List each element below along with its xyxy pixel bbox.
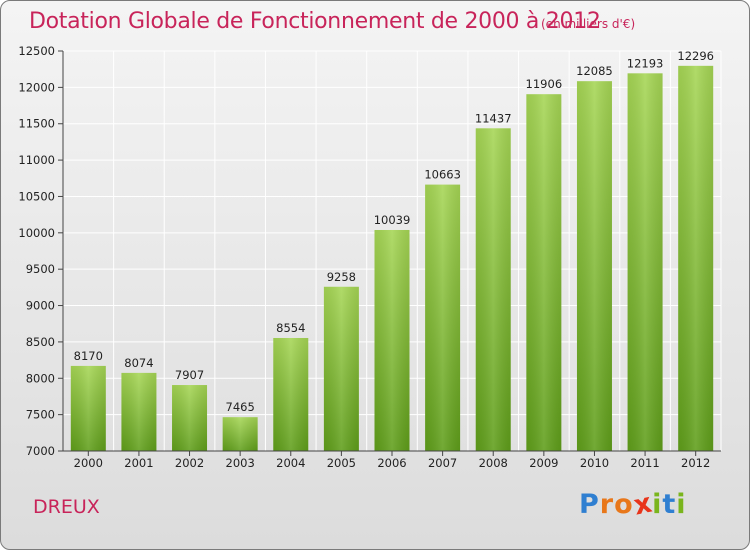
logo-letter: r: [599, 489, 615, 520]
x-tick-label: 2009: [529, 456, 558, 470]
y-tick-label: 8000: [26, 371, 55, 385]
bar-value-label: 7907: [175, 368, 204, 382]
bar-shine: [475, 128, 511, 451]
y-tick-label: 12000: [18, 80, 55, 94]
location-name: DREUX: [33, 496, 100, 518]
labels: 7000 7500 8000 8500 9000 9500 10000 10500 11000 1…: [18, 44, 714, 470]
y-tick-label: 7000: [26, 444, 55, 458]
bar-shine: [526, 94, 562, 451]
chart-subtitle: (en milliers d'€): [541, 17, 636, 31]
bar-shine: [222, 417, 258, 451]
bar-shine: [273, 337, 309, 451]
logo-letter: i: [676, 489, 687, 520]
bar-shine: [678, 65, 714, 451]
bar-shine: [172, 385, 208, 451]
logo-letter: P: [579, 489, 600, 520]
bar-shine: [425, 184, 461, 451]
x-tick-label: 2011: [630, 456, 659, 470]
bar-shine: [374, 229, 410, 451]
y-tick-label: 10500: [18, 189, 55, 203]
x-tick-label: 2007: [428, 456, 457, 470]
bar-shine: [323, 286, 359, 451]
bar-shine: [121, 372, 157, 451]
bar-shine: [627, 73, 663, 451]
chart-title: Dotation Globale de Fonctionnement de 20…: [29, 9, 601, 34]
proxiti-logo[interactable]: Proxiti: [579, 487, 687, 521]
y-tick-label: 11000: [18, 153, 55, 167]
logo-letter: t: [662, 489, 677, 520]
bars: [70, 65, 714, 451]
bar-shine: [576, 81, 612, 451]
logo-letter: o: [614, 489, 634, 520]
x-tick-label: 2005: [327, 456, 356, 470]
bar-value-label: 7465: [226, 400, 255, 414]
x-tick-label: 2001: [124, 456, 153, 470]
y-tick-label: 12500: [18, 44, 55, 58]
bar-value-label: 12193: [627, 56, 664, 70]
bar-value-label: 12085: [576, 64, 613, 78]
bar-value-label: 12296: [677, 49, 714, 63]
y-tick-label: 8500: [26, 335, 55, 349]
x-tick-label: 2002: [175, 456, 204, 470]
y-tick-label: 9500: [26, 262, 55, 276]
y-tick-label: 7500: [26, 408, 55, 422]
logo-letter: i: [652, 489, 663, 520]
bar-value-label: 9258: [327, 270, 356, 284]
bar-value-label: 10663: [424, 168, 461, 182]
x-tick-label: 2003: [226, 456, 255, 470]
x-tick-label: 2006: [377, 456, 406, 470]
bar-value-label: 11906: [526, 77, 563, 91]
bar-value-label: 11437: [475, 111, 512, 125]
x-tick-label: 2004: [276, 456, 305, 470]
x-tick-label: 2000: [74, 456, 103, 470]
y-tick-label: 9000: [26, 299, 55, 313]
bar-value-label: 8170: [74, 349, 103, 363]
x-tick-label: 2010: [580, 456, 609, 470]
x-tick-label: 2008: [479, 456, 508, 470]
bar-value-label: 8554: [276, 321, 305, 335]
bar-value-label: 8074: [124, 356, 153, 370]
bar-value-label: 10039: [374, 213, 411, 227]
bar-shine: [70, 365, 106, 451]
y-tick-label: 11500: [18, 117, 55, 131]
y-tick-label: 10000: [18, 226, 55, 240]
axes: [58, 50, 721, 456]
x-tick-label: 2012: [681, 456, 710, 470]
